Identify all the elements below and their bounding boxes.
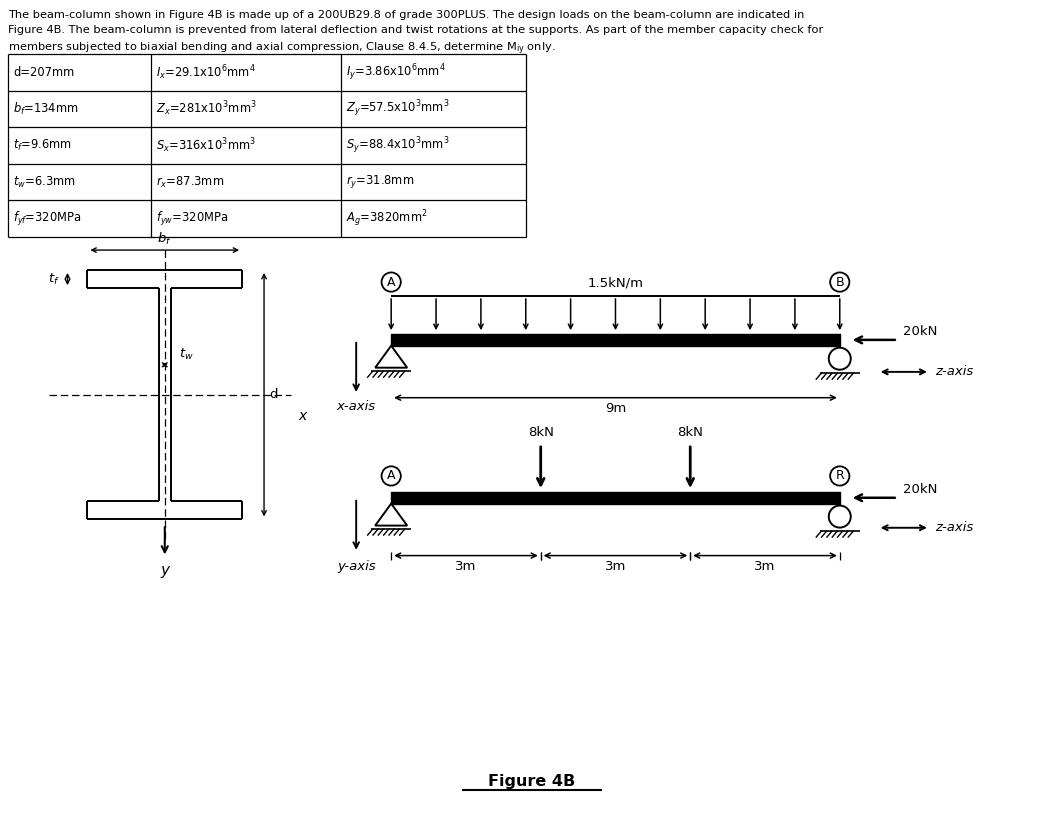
Text: $r_x$=87.3mm: $r_x$=87.3mm (156, 175, 224, 189)
Text: $t_f$: $t_f$ (48, 272, 60, 287)
Text: $Z_y$=57.5x10$^3$mm$^3$: $Z_y$=57.5x10$^3$mm$^3$ (345, 99, 450, 119)
Text: $b_f$=134mm: $b_f$=134mm (13, 101, 79, 117)
Text: members subjected to biaxial bending and axial compression, Clause 8.4.5, determ: members subjected to biaxial bending and… (9, 41, 555, 57)
Text: Figure 4B. The beam-column is prevented from lateral deflection and twist rotati: Figure 4B. The beam-column is prevented … (9, 26, 823, 36)
Text: R: R (836, 470, 844, 483)
Text: B: B (836, 276, 844, 288)
Text: A: A (387, 276, 395, 288)
Text: Figure 4B: Figure 4B (488, 774, 575, 789)
Text: 9m: 9m (605, 401, 626, 415)
Text: $I_y$=3.86x10$^6$mm$^4$: $I_y$=3.86x10$^6$mm$^4$ (345, 62, 445, 82)
Text: A: A (387, 470, 395, 483)
Text: $Z_x$=281x10$^3$mm$^3$: $Z_x$=281x10$^3$mm$^3$ (156, 100, 257, 118)
Text: $I_x$=29.1x10$^6$mm$^4$: $I_x$=29.1x10$^6$mm$^4$ (156, 63, 255, 81)
Text: y: y (161, 563, 169, 578)
Text: $t_w$: $t_w$ (179, 347, 193, 361)
Text: $f_{yf}$=320MPa: $f_{yf}$=320MPa (13, 209, 82, 228)
Text: $S_x$=316x10$^3$mm$^3$: $S_x$=316x10$^3$mm$^3$ (156, 136, 256, 155)
Text: $f_{yw}$=320MPa: $f_{yw}$=320MPa (156, 209, 229, 228)
Text: $b_f$: $b_f$ (157, 231, 172, 247)
Text: 3m: 3m (755, 559, 776, 573)
Text: 1.5kN/m: 1.5kN/m (588, 276, 643, 289)
Text: The beam-column shown in Figure 4B is made up of a 200UB29.8 of grade 300PLUS. T: The beam-column shown in Figure 4B is ma… (9, 10, 805, 20)
Text: x: x (299, 409, 307, 423)
Text: $t_f$=9.6mm: $t_f$=9.6mm (13, 138, 72, 153)
Text: z-axis: z-axis (934, 366, 973, 378)
Text: $S_y$=88.4x10$^3$mm$^3$: $S_y$=88.4x10$^3$mm$^3$ (345, 135, 450, 155)
Text: x-axis: x-axis (337, 400, 375, 413)
Text: 8kN: 8kN (677, 426, 704, 439)
Text: d=207mm: d=207mm (13, 66, 74, 79)
Text: 3m: 3m (455, 559, 476, 573)
Text: $r_y$=31.8mm: $r_y$=31.8mm (345, 174, 415, 190)
Text: 8kN: 8kN (527, 426, 554, 439)
Text: 3m: 3m (605, 559, 626, 573)
Text: 20kN: 20kN (902, 325, 938, 338)
Text: d: d (269, 388, 277, 401)
Text: $A_g$=3820mm$^2$: $A_g$=3820mm$^2$ (345, 209, 427, 229)
Text: $t_w$=6.3mm: $t_w$=6.3mm (13, 175, 75, 189)
Text: 20kN: 20kN (902, 483, 938, 496)
Text: y-axis: y-axis (337, 560, 375, 573)
Text: z-axis: z-axis (934, 521, 973, 534)
